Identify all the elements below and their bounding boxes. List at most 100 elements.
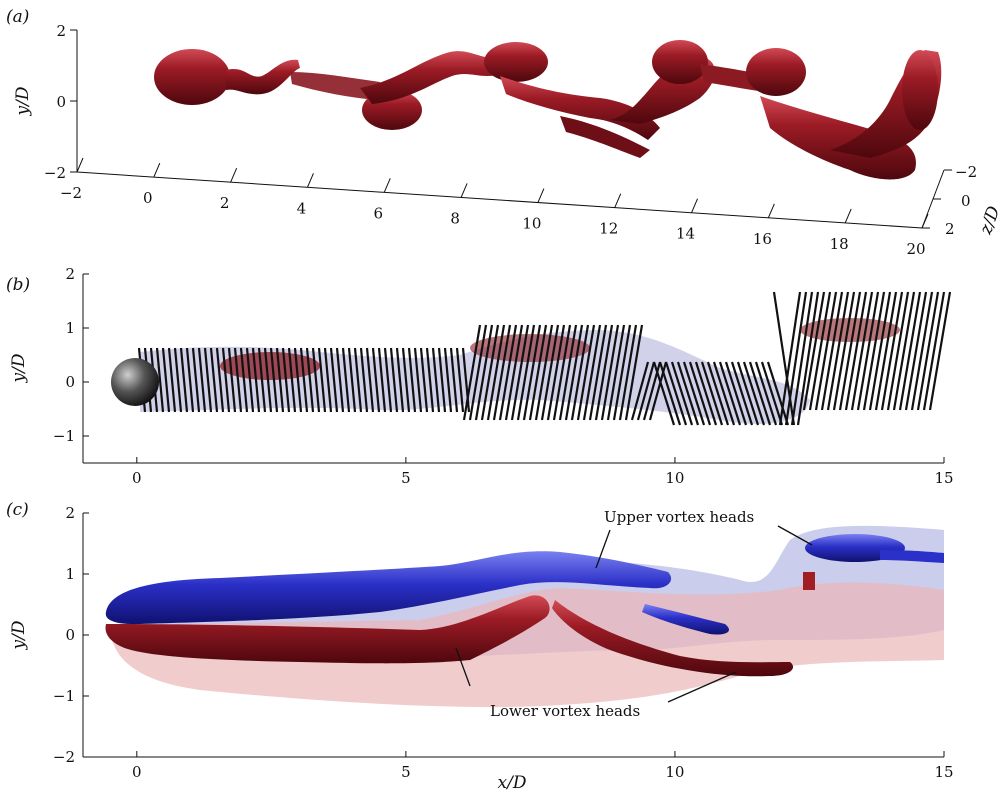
panel-b-vortex-line bbox=[167, 347, 177, 413]
panel-b-vortex-line bbox=[688, 361, 712, 426]
panel-a-x-tick-label: 20 bbox=[906, 240, 925, 258]
panel-a-x-tick-label: 10 bbox=[522, 215, 541, 233]
panel-a-x-tick-label: 12 bbox=[599, 220, 618, 238]
panel-a-x-tick-label: 6 bbox=[373, 204, 383, 222]
panel-b-vortex-line bbox=[203, 347, 213, 413]
panel-c-x-tick-label: 15 bbox=[934, 763, 953, 781]
panel-c-annotation-lower-pointer bbox=[667, 671, 737, 703]
panel-a-label: (a) bbox=[6, 7, 29, 27]
panel-c-y-tick-label: −2 bbox=[53, 748, 75, 766]
panel-b-vortex-line bbox=[624, 324, 644, 421]
panel-b-vortex-line bbox=[576, 324, 596, 421]
panel-b-vortex-line bbox=[233, 347, 243, 413]
panel-c-y-tick-label: 2 bbox=[65, 504, 75, 522]
panel-b-vortex-line bbox=[886, 291, 910, 411]
panel-b-vortex-line bbox=[480, 324, 500, 421]
panel-b-vortex-line bbox=[359, 347, 369, 413]
panel-b-vortex-line bbox=[570, 324, 590, 421]
panel-b-vortex-line bbox=[407, 347, 417, 413]
panel-a-y-tick-label: 2 bbox=[56, 22, 66, 40]
panel-b-vortex-line bbox=[443, 347, 453, 413]
panel-b-vortex-line bbox=[263, 347, 273, 413]
panel-b-vortex-line bbox=[922, 291, 946, 411]
panel-b-vortex-line bbox=[658, 361, 682, 426]
panel-b-vortex-line bbox=[486, 324, 506, 421]
panel-b-vortex-line bbox=[736, 361, 760, 426]
panel-a-x-tick bbox=[460, 183, 468, 198]
panel-b-vortex-line bbox=[455, 347, 465, 413]
panel-b-vortex-line bbox=[215, 347, 225, 413]
panel-b-vortex-line bbox=[251, 347, 261, 413]
panel-b-vortex-line bbox=[504, 324, 524, 421]
panel-c-annotation-upper-pointer bbox=[777, 525, 813, 546]
panel-b-vortex-line bbox=[796, 291, 820, 426]
panel-b-vortex-line bbox=[191, 347, 201, 413]
panel-b-vortex-line bbox=[540, 324, 560, 421]
panel-a-vortex-tube bbox=[360, 51, 502, 104]
panel-b-vortex-line bbox=[730, 361, 754, 426]
panel-a-x-tick-label: 4 bbox=[297, 199, 307, 217]
panel-b-vortex-line bbox=[606, 324, 626, 421]
panel-c: (c) 210−1−2 0 5 10 15 y/D x/D Upper vortex … bbox=[6, 500, 954, 793]
panel-b-vortex-line bbox=[173, 347, 183, 413]
panel-b-x-ticks: 0 5 10 15 bbox=[132, 457, 954, 487]
panel-b-vortex-line bbox=[856, 291, 880, 411]
panel-c-lower-envelope bbox=[110, 582, 944, 708]
panel-c-x-ticks: 0 5 10 15 bbox=[132, 751, 954, 781]
panel-b-vortex-line bbox=[558, 324, 578, 421]
panel-b-vortex-line bbox=[832, 291, 856, 411]
panel-c-annotation-lower: Lower vortex heads bbox=[490, 702, 640, 720]
panel-a-vortex-loop bbox=[484, 42, 548, 82]
panel-b-vortex-line bbox=[826, 291, 850, 411]
panel-b-vortex-line bbox=[287, 347, 297, 413]
panel-b-vortex-line bbox=[712, 361, 736, 426]
panel-a-y-tick-label: −2 bbox=[44, 164, 66, 182]
panel-b-vortex-line bbox=[395, 347, 405, 413]
panel-b-vortex-line bbox=[311, 347, 321, 413]
panel-b-vortex-line bbox=[474, 324, 494, 421]
panel-b-vortex-line bbox=[468, 324, 488, 421]
panel-b-vortex-line bbox=[766, 361, 790, 426]
panel-b-x-tick-label: 10 bbox=[665, 469, 684, 487]
panel-a-vortex-loop bbox=[652, 40, 708, 84]
panel-b-vortex-line bbox=[718, 361, 742, 426]
panel-b-vortex-line bbox=[431, 347, 441, 413]
panel-b-y-tick-label: 2 bbox=[65, 265, 75, 283]
panel-b-vortex-line bbox=[694, 361, 718, 426]
panel-b-vortex-line bbox=[868, 291, 892, 411]
panel-b-vortex-line bbox=[910, 291, 934, 411]
panel-c-x-tick-label: 10 bbox=[665, 763, 684, 781]
panel-b-vortex-line bbox=[802, 291, 826, 411]
panel-b-vortex-line bbox=[874, 291, 898, 411]
panel-c-annotation-upper-pointer bbox=[595, 529, 611, 569]
panel-b-vortex-line bbox=[155, 347, 165, 413]
panel-a-vortex-loop bbox=[746, 48, 806, 96]
panel-b-vortex-line bbox=[510, 324, 530, 421]
panel-c-lower-vortex-tube bbox=[552, 600, 794, 677]
panel-b-vortex-line bbox=[820, 291, 844, 411]
panel-a-x-tick-label: 0 bbox=[143, 189, 153, 207]
panel-a-vortex-tube bbox=[760, 96, 916, 180]
panel-a-x-tick bbox=[844, 208, 852, 224]
panel-a-x-tick bbox=[306, 173, 314, 188]
panel-b-vortex-line bbox=[383, 347, 393, 413]
panel-b-vortex-line bbox=[682, 361, 706, 426]
panel-b-vortex-line bbox=[652, 361, 676, 426]
panel-b-vortex-line bbox=[221, 347, 231, 413]
panel-b-y-axis-label: y/D bbox=[9, 353, 29, 383]
panel-b-vortex-line bbox=[305, 347, 315, 413]
panel-b-vortex-line bbox=[898, 291, 922, 411]
panel-b-vortex-line bbox=[706, 361, 730, 426]
panel-b-vortex-line bbox=[588, 324, 608, 421]
panel-b-vortex-line bbox=[534, 324, 554, 421]
panel-b-vortex-line bbox=[618, 324, 638, 421]
panel-a-x-tick-label: −2 bbox=[60, 184, 82, 202]
panel-b-vortex-line bbox=[161, 347, 171, 413]
panel-b-x-tick-label: 5 bbox=[401, 469, 411, 487]
panel-b-vortex-line bbox=[814, 291, 838, 411]
panel-b-vortex-line bbox=[916, 291, 940, 411]
panel-b-vortex-line bbox=[365, 347, 375, 413]
panel-b-vortex-line bbox=[850, 291, 874, 411]
panel-b-vortex-line bbox=[600, 324, 620, 421]
